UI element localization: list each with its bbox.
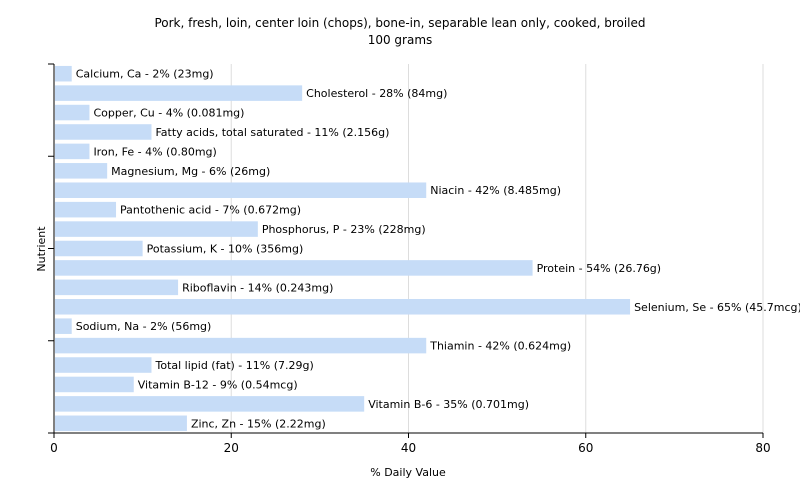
bar-label: Cholesterol - 28% (84mg) [306,87,447,100]
bar-label: Protein - 54% (26.76g) [537,262,662,275]
bar-label: Copper, Cu - 4% (0.081mg) [93,107,244,120]
bar-label: Magnesium, Mg - 6% (26mg) [111,165,270,178]
bar [55,201,117,218]
bar-label: Calcium, Ca - 2% (23mg) [76,68,214,81]
x-axis-title: % Daily Value [370,466,446,479]
bar [55,163,108,179]
bar [55,104,90,121]
x-tick-label: 20 [224,441,239,455]
bar-label: Niacin - 42% (8.485mg) [430,184,561,197]
bar-label: Vitamin B-6 - 35% (0.701mg) [368,398,529,411]
bar [55,124,152,140]
bar [55,396,365,412]
bar [55,318,72,334]
bar [55,143,90,160]
bars-group: Calcium, Ca - 2% (23mg) Cholesterol - 28%… [55,65,800,432]
bar [55,376,134,393]
bar-label: Iron, Fe - 4% (0.80mg) [93,145,216,158]
bar-label: Riboflavin - 14% (0.243mg) [182,281,333,294]
bar-label: Potassium, K - 10% (356mg) [147,243,304,256]
chart-title: Pork, fresh, loin, center loin (chops), … [154,16,645,30]
bar [55,65,72,82]
bar [55,260,533,276]
bar-label: Fatty acids, total saturated - 11% (2.15… [155,126,389,139]
axes-group: 0 20 40 60 80 [48,63,771,455]
bar-label: Phosphorus, P - 23% (228mg) [262,223,426,236]
chart-subtitle: 100 grams [368,33,433,47]
bar-label: Selenium, Se - 65% (45.7mcg) [634,301,800,314]
bar-label: Total lipid (fat) - 11% (7.29g) [154,359,313,372]
bar-label: Pantothenic acid - 7% (0.672mg) [120,204,301,217]
x-tick-label: 0 [50,441,58,455]
bar [55,85,303,101]
x-tick-label: 60 [578,441,593,455]
bar [55,182,427,199]
bar-label: Vitamin B-12 - 9% (0.54mcg) [138,378,298,391]
x-tick-label: 40 [401,441,416,455]
bar [55,298,631,315]
x-tick-label: 80 [755,441,770,455]
bar-label: Sodium, Na - 2% (56mg) [76,320,212,333]
bar [55,221,258,237]
bar-label: Zinc, Zn - 15% (2.22mg) [191,417,326,430]
bar [55,357,152,373]
gridlines [230,64,764,433]
bar [55,337,427,354]
y-axis-title: Nutrient [35,226,48,272]
bar [55,415,187,432]
bar [55,240,143,257]
bar [55,279,179,296]
bar-label: Thiamin - 42% (0.624mg) [429,340,571,353]
